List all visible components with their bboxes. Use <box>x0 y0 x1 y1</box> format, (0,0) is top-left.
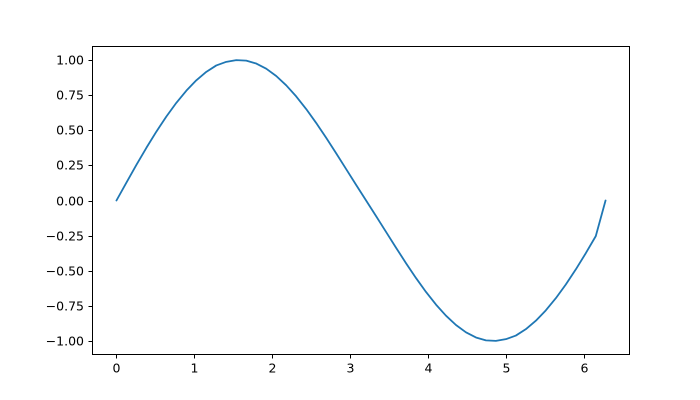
y-tick-label: −0.75 <box>46 299 84 314</box>
y-tick-label: −0.50 <box>46 264 84 279</box>
axes-background <box>92 46 630 355</box>
y-axis-ticks: −1.00 −0.75 −0.50 −0.25 0.00 0.25 0.50 0.75 1.00 <box>46 53 92 349</box>
y-tick-label: −0.25 <box>46 229 84 244</box>
x-tick-label: 6 <box>581 361 589 376</box>
x-tick-label: 5 <box>503 361 511 376</box>
x-axis-ticks: 0 1 2 3 4 5 6 <box>113 355 589 376</box>
x-tick-label: 2 <box>269 361 277 376</box>
y-tick-label: 0.50 <box>56 123 84 138</box>
y-tick-label: 1.00 <box>56 53 84 68</box>
y-tick-label: 0.75 <box>56 88 84 103</box>
x-tick-label: 1 <box>191 361 199 376</box>
y-tick-label: 0.00 <box>56 194 84 209</box>
y-tick-label: 0.25 <box>56 158 84 173</box>
x-tick-label: 4 <box>425 361 433 376</box>
data-line-sin <box>115 59 607 342</box>
x-tick-label: 0 <box>113 361 121 376</box>
axes-spines <box>91 45 631 356</box>
x-tick-label: 3 <box>347 361 355 376</box>
data-series-group <box>115 59 607 342</box>
y-tick-label: −1.00 <box>46 334 84 349</box>
